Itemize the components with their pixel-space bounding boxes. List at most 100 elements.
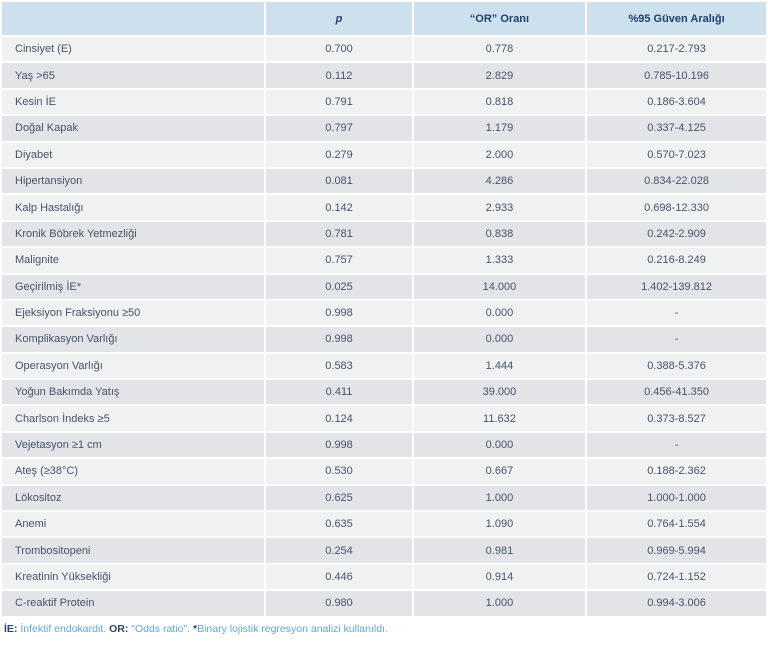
p-value-cell: 0.781 [266,221,412,247]
or-ratio-cell: 1.333 [413,248,586,273]
table-header-row: p “OR” Oranı %95 Güven Aralığı [2,2,766,35]
p-value-cell: 0.791 [266,89,412,115]
table-row: Ateş (≥38°C) 0.530 0.667 0.188-2.362 [2,459,766,484]
confidence-interval-cell: - [587,432,766,458]
p-value-cell: 0.530 [266,459,412,484]
p-value-cell: 0.635 [266,512,412,537]
row-label: Trombositopeni [2,538,265,563]
table-row: Komplikasyon Varlığı 0.998 0.000 - [2,327,766,352]
confidence-interval-cell: 0.373-8.527 [587,406,766,431]
footnote-abbreviation: İE: [4,622,18,635]
p-value-cell: 0.583 [266,353,412,379]
table-row: Lökositoz 0.625 1.000 1.000-1.000 [2,485,766,511]
confidence-interval-cell: 0.217-2.793 [587,37,766,62]
p-value-cell: 0.279 [266,142,412,167]
row-label: Doğal Kapak [2,116,265,141]
or-ratio-cell: 0.981 [413,538,586,563]
table-row: Ejeksiyon Fraksiyonu ≥50 0.998 0.000 - [2,300,766,326]
table-row: Trombositopeni 0.254 0.981 0.969-5.994 [2,538,766,563]
regression-results-table: p “OR” Oranı %95 Güven Aralığı Cinsiyet … [2,2,766,616]
p-value-cell: 0.998 [266,327,412,352]
confidence-interval-cell: 0.570-7.023 [587,142,766,167]
or-ratio-cell: 2.829 [413,63,586,88]
table-row: Anemi 0.635 1.090 0.764-1.554 [2,512,766,537]
or-ratio-cell: 0.667 [413,459,586,484]
confidence-interval-cell: 0.242-2.909 [587,221,766,247]
table-row: Malignite 0.757 1.333 0.216-8.249 [2,248,766,273]
or-ratio-cell: 14.000 [413,274,586,299]
row-label: Lökositoz [2,485,265,511]
p-value-cell: 0.700 [266,37,412,62]
row-label: Yoğun Bakımda Yatış [2,380,265,405]
row-label: Hipertansiyon [2,168,265,194]
footnote-text: İnfektif endokardit. [17,622,110,635]
p-value-cell: 0.446 [266,564,412,590]
row-label: Geçirilmiş İE* [2,274,265,299]
p-value-cell: 0.797 [266,116,412,141]
or-ratio-cell: 1.444 [413,353,586,379]
table-row: Doğal Kapak 0.797 1.179 0.337-4.125 [2,116,766,141]
row-label: Diyabet [2,142,265,167]
table-row: Geçirilmiş İE* 0.025 14.000 1.402-139.81… [2,274,766,299]
row-label: Kreatinin Yüksekliği [2,564,265,590]
p-value-cell: 0.081 [266,168,412,194]
row-label: Kesin İE [2,89,265,115]
row-label: Operasyon Varlığı [2,353,265,379]
row-label: C-reaktif Protein [2,591,265,616]
p-value-cell: 0.998 [266,300,412,326]
or-ratio-cell: 0.778 [413,37,586,62]
table-row: Charlson İndeks ≥5 0.124 11.632 0.373-8.… [2,406,766,431]
footnote-text: "Odds ratio". [128,622,193,635]
table-row: Kesin İE 0.791 0.818 0.186-3.604 [2,89,766,115]
p-value-cell: 0.411 [266,380,412,405]
p-value-cell: 0.625 [266,485,412,511]
or-ratio-cell: 39.000 [413,380,586,405]
confidence-interval-cell: 0.456-41.350 [587,380,766,405]
p-value-cell: 0.757 [266,248,412,273]
confidence-interval-cell: 0.337-4.125 [587,116,766,141]
p-value-cell: 0.025 [266,274,412,299]
footnote-text: Binary lojistik regresyon analizi kullan… [197,622,388,635]
confidence-interval-cell: 0.994-3.006 [587,591,766,616]
header-confidence-interval: %95 Güven Aralığı [587,2,766,35]
or-ratio-cell: 0.914 [413,564,586,590]
row-label: Malignite [2,248,265,273]
table-row: Vejetasyon ≥1 cm 0.998 0.000 - [2,432,766,458]
row-label: Vejetasyon ≥1 cm [2,432,265,458]
header-p-value: p [266,2,412,35]
or-ratio-cell: 4.286 [413,168,586,194]
table-row: Kreatinin Yüksekliği 0.446 0.914 0.724-1… [2,564,766,590]
confidence-interval-cell: 0.785-10.196 [587,63,766,88]
confidence-interval-cell: 0.388-5.376 [587,353,766,379]
confidence-interval-cell: 0.188-2.362 [587,459,766,484]
row-label: Anemi [2,512,265,537]
or-ratio-cell: 0.000 [413,327,586,352]
confidence-interval-cell: 0.764-1.554 [587,512,766,537]
or-ratio-cell: 0.000 [413,300,586,326]
p-value-cell: 0.980 [266,591,412,616]
row-label: Ejeksiyon Fraksiyonu ≥50 [2,300,265,326]
or-ratio-cell: 1.090 [413,512,586,537]
confidence-interval-cell: - [587,327,766,352]
table-row: Yaş >65 0.112 2.829 0.785-10.196 [2,63,766,88]
or-ratio-cell: 0.818 [413,89,586,115]
confidence-interval-cell: 0.216-8.249 [587,248,766,273]
p-value-cell: 0.124 [266,406,412,431]
p-value-cell: 0.998 [266,432,412,458]
footnote: İE: İnfektif endokardit. OR: "Odds ratio… [4,623,768,635]
p-value-cell: 0.254 [266,538,412,563]
header-or-ratio: “OR” Oranı [413,2,586,35]
row-label: Yaş >65 [2,63,265,88]
table-row: Diyabet 0.279 2.000 0.570-7.023 [2,142,766,167]
confidence-interval-cell: 0.834-22.028 [587,168,766,194]
table-row: Kronik Böbrek Yetmezliği 0.781 0.838 0.2… [2,221,766,247]
confidence-interval-cell: - [587,300,766,326]
row-label: Cinsiyet (E) [2,37,265,62]
confidence-interval-cell: 0.698-12.330 [587,195,766,220]
table-row: C-reaktif Protein 0.980 1.000 0.994-3.00… [2,591,766,616]
or-ratio-cell: 1.179 [413,116,586,141]
table-row: Hipertansiyon 0.081 4.286 0.834-22.028 [2,168,766,194]
confidence-interval-cell: 0.724-1.152 [587,564,766,590]
or-ratio-cell: 1.000 [413,485,586,511]
p-value-cell: 0.142 [266,195,412,220]
